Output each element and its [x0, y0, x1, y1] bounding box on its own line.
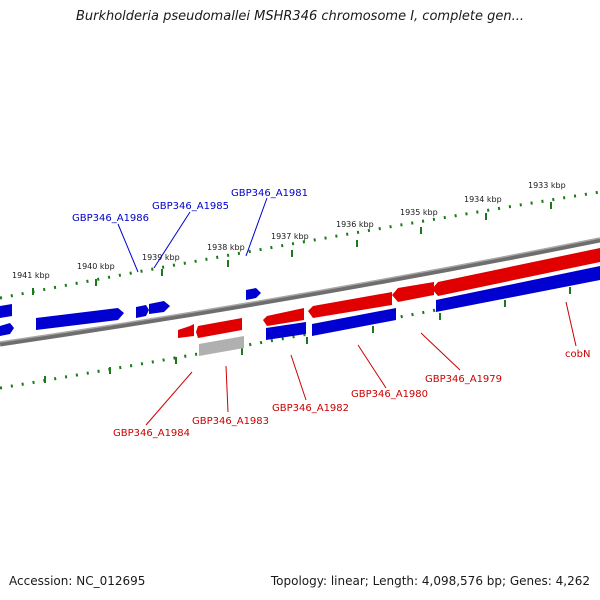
scale-label: 1938 kbp	[207, 243, 245, 252]
reverse-gene-arrow[interactable]	[36, 308, 124, 330]
gene-label[interactable]: GBP346_A1984	[113, 428, 190, 439]
reverse-gene-arrow[interactable]	[149, 301, 170, 314]
map-title: Burkholderia pseudomallei MSHR346 chromo…	[75, 9, 525, 24]
scale-label: 1940 kbp	[77, 262, 115, 271]
label-leaders	[117, 197, 577, 426]
forward-gene-arrow[interactable]	[308, 292, 392, 318]
scale-label: 1936 kbp	[336, 220, 374, 229]
gene-label[interactable]: GBP346_A1981	[231, 188, 308, 199]
gene-label[interactable]: GBP346_A1982	[272, 403, 349, 414]
reverse-strand-genes	[0, 266, 600, 340]
gene-label[interactable]: GBP346_A1983	[192, 416, 269, 427]
reverse-gene-arrow[interactable]	[246, 288, 261, 300]
forward-gene-arrow[interactable]	[263, 308, 304, 326]
gene-label[interactable]: cobN	[565, 349, 590, 360]
reverse-gene-arrow[interactable]	[312, 308, 396, 336]
reverse-gene-arrow[interactable]	[0, 323, 14, 336]
scale-label: 1937 kbp	[271, 232, 309, 241]
scale-label: 1935 kbp	[400, 208, 438, 217]
gene-label[interactable]: GBP346_A1986	[72, 213, 149, 224]
forward-gene-arrow[interactable]	[432, 248, 600, 296]
pseudogene-arrow[interactable]	[199, 336, 244, 356]
reverse-gene-arrow[interactable]	[0, 304, 12, 318]
reverse-gene-arrow[interactable]	[266, 322, 306, 340]
forward-strand-genes	[178, 248, 600, 356]
scale-label: 1933 kbp	[528, 181, 566, 190]
forward-gene-arrow[interactable]	[392, 282, 434, 302]
gene-label[interactable]: GBP346_A1980	[351, 389, 428, 400]
forward-gene-arrow[interactable]	[178, 324, 194, 338]
forward-gene-arrow[interactable]	[196, 318, 242, 338]
gene-label[interactable]: GBP346_A1979	[425, 374, 502, 385]
reverse-gene-arrow[interactable]	[136, 305, 149, 318]
gene-label[interactable]: GBP346_A1985	[152, 201, 229, 212]
gene-labels: GBP346_A1986 GBP346_A1985 GBP346_A1981 G…	[72, 188, 590, 439]
scale-label: 1941 kbp	[12, 271, 50, 280]
chromosome-backbone	[0, 237, 600, 347]
accession-text: Accession: NC_012695	[9, 574, 146, 588]
scale-label: 1934 kbp	[464, 195, 502, 204]
lower-scale-track	[0, 276, 600, 390]
topology-text: Topology: linear; Length: 4,098,576 bp; …	[270, 574, 590, 588]
reverse-gene-arrow[interactable]	[436, 266, 600, 312]
